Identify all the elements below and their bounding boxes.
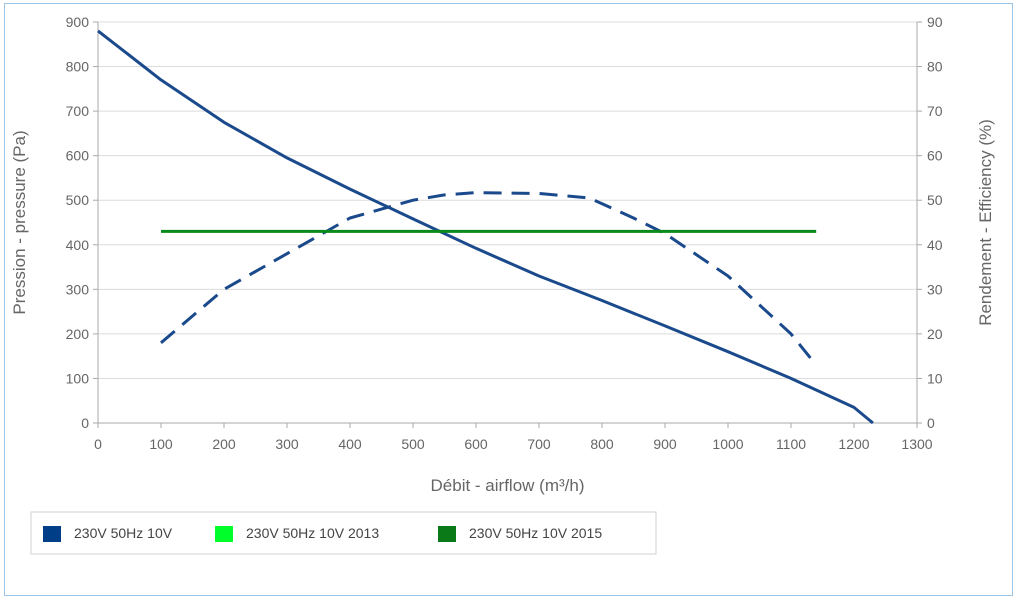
y-tick-label: 300 [66, 281, 90, 297]
legend-swatch-2 [215, 526, 233, 542]
y-tick-label: 200 [66, 326, 90, 342]
legend-swatch-3 [438, 526, 456, 542]
x-tick-label: 800 [590, 436, 614, 452]
y-tick-label: 500 [66, 192, 90, 208]
legend-box [30, 511, 657, 555]
x-tick-label: 1000 [712, 436, 743, 452]
x-tick-label: 500 [401, 436, 425, 452]
x-tick-label: 300 [275, 436, 299, 452]
y2-tick-label: 0 [927, 415, 935, 431]
x-axis-title: Débit - airflow (m³/h) [431, 476, 585, 495]
grid-lines [98, 21, 917, 424]
y-tick-label: 700 [66, 103, 90, 119]
x-tick-label: 600 [464, 436, 488, 452]
x-tick-label: 0 [94, 436, 102, 452]
y2-tick-label: 20 [927, 326, 943, 342]
axes [93, 21, 922, 428]
y-tick-label: 400 [66, 237, 90, 253]
legend-label-1: 230V 50Hz 10V [74, 525, 173, 541]
y-tick-label: 0 [81, 415, 89, 431]
y-axis-title: Pression - pressure (Pa) [10, 130, 29, 314]
x-tick-label: 100 [149, 436, 173, 452]
legend: 230V 50Hz 10V 230V 50Hz 10V 2013 230V 50Hz… [30, 511, 657, 555]
series-line-2 [160, 191, 818, 367]
y-tick-label: 900 [66, 14, 90, 30]
legend-label-3: 230V 50Hz 10V 2015 [469, 525, 602, 541]
y-tick-label: 100 [66, 370, 90, 386]
series-lines [97, 29, 874, 425]
y2-tick-label: 40 [927, 237, 943, 253]
y2-tick-label: 30 [927, 281, 943, 297]
x-tick-label: 900 [653, 436, 677, 452]
y2-tick-label: 50 [927, 192, 943, 208]
y2-tick-label: 70 [927, 103, 943, 119]
y2-tick-label: 90 [927, 14, 943, 30]
y2-tick-label: 80 [927, 59, 943, 75]
legend-label-2: 230V 50Hz 10V 2013 [246, 525, 379, 541]
x-tick-label: 1200 [838, 436, 869, 452]
x-tick-label: 1300 [901, 436, 932, 452]
legend-swatch-1 [43, 526, 61, 542]
y-tick-label: 800 [66, 59, 90, 75]
y2-tick-label: 60 [927, 148, 943, 164]
x-tick-label: 200 [212, 436, 236, 452]
series-line-1 [97, 29, 874, 425]
chart-svg: 0100200300400500600700800900010203040506… [10, 14, 995, 555]
y2-axis-title: Rendement - Efficiency (%) [976, 119, 995, 326]
x-tick-label: 700 [527, 436, 551, 452]
y2-tick-label: 10 [927, 370, 943, 386]
y-tick-label: 600 [66, 148, 90, 164]
tick-labels: 0100200300400500600700800900010203040506… [66, 14, 943, 452]
chart-frame: 0 100 200 300 400 500 600 700 800 900 0 10 20 30 40 50 6… [4, 3, 1013, 596]
x-tick-label: 1100 [776, 436, 806, 452]
x-tick-label: 400 [338, 436, 362, 452]
